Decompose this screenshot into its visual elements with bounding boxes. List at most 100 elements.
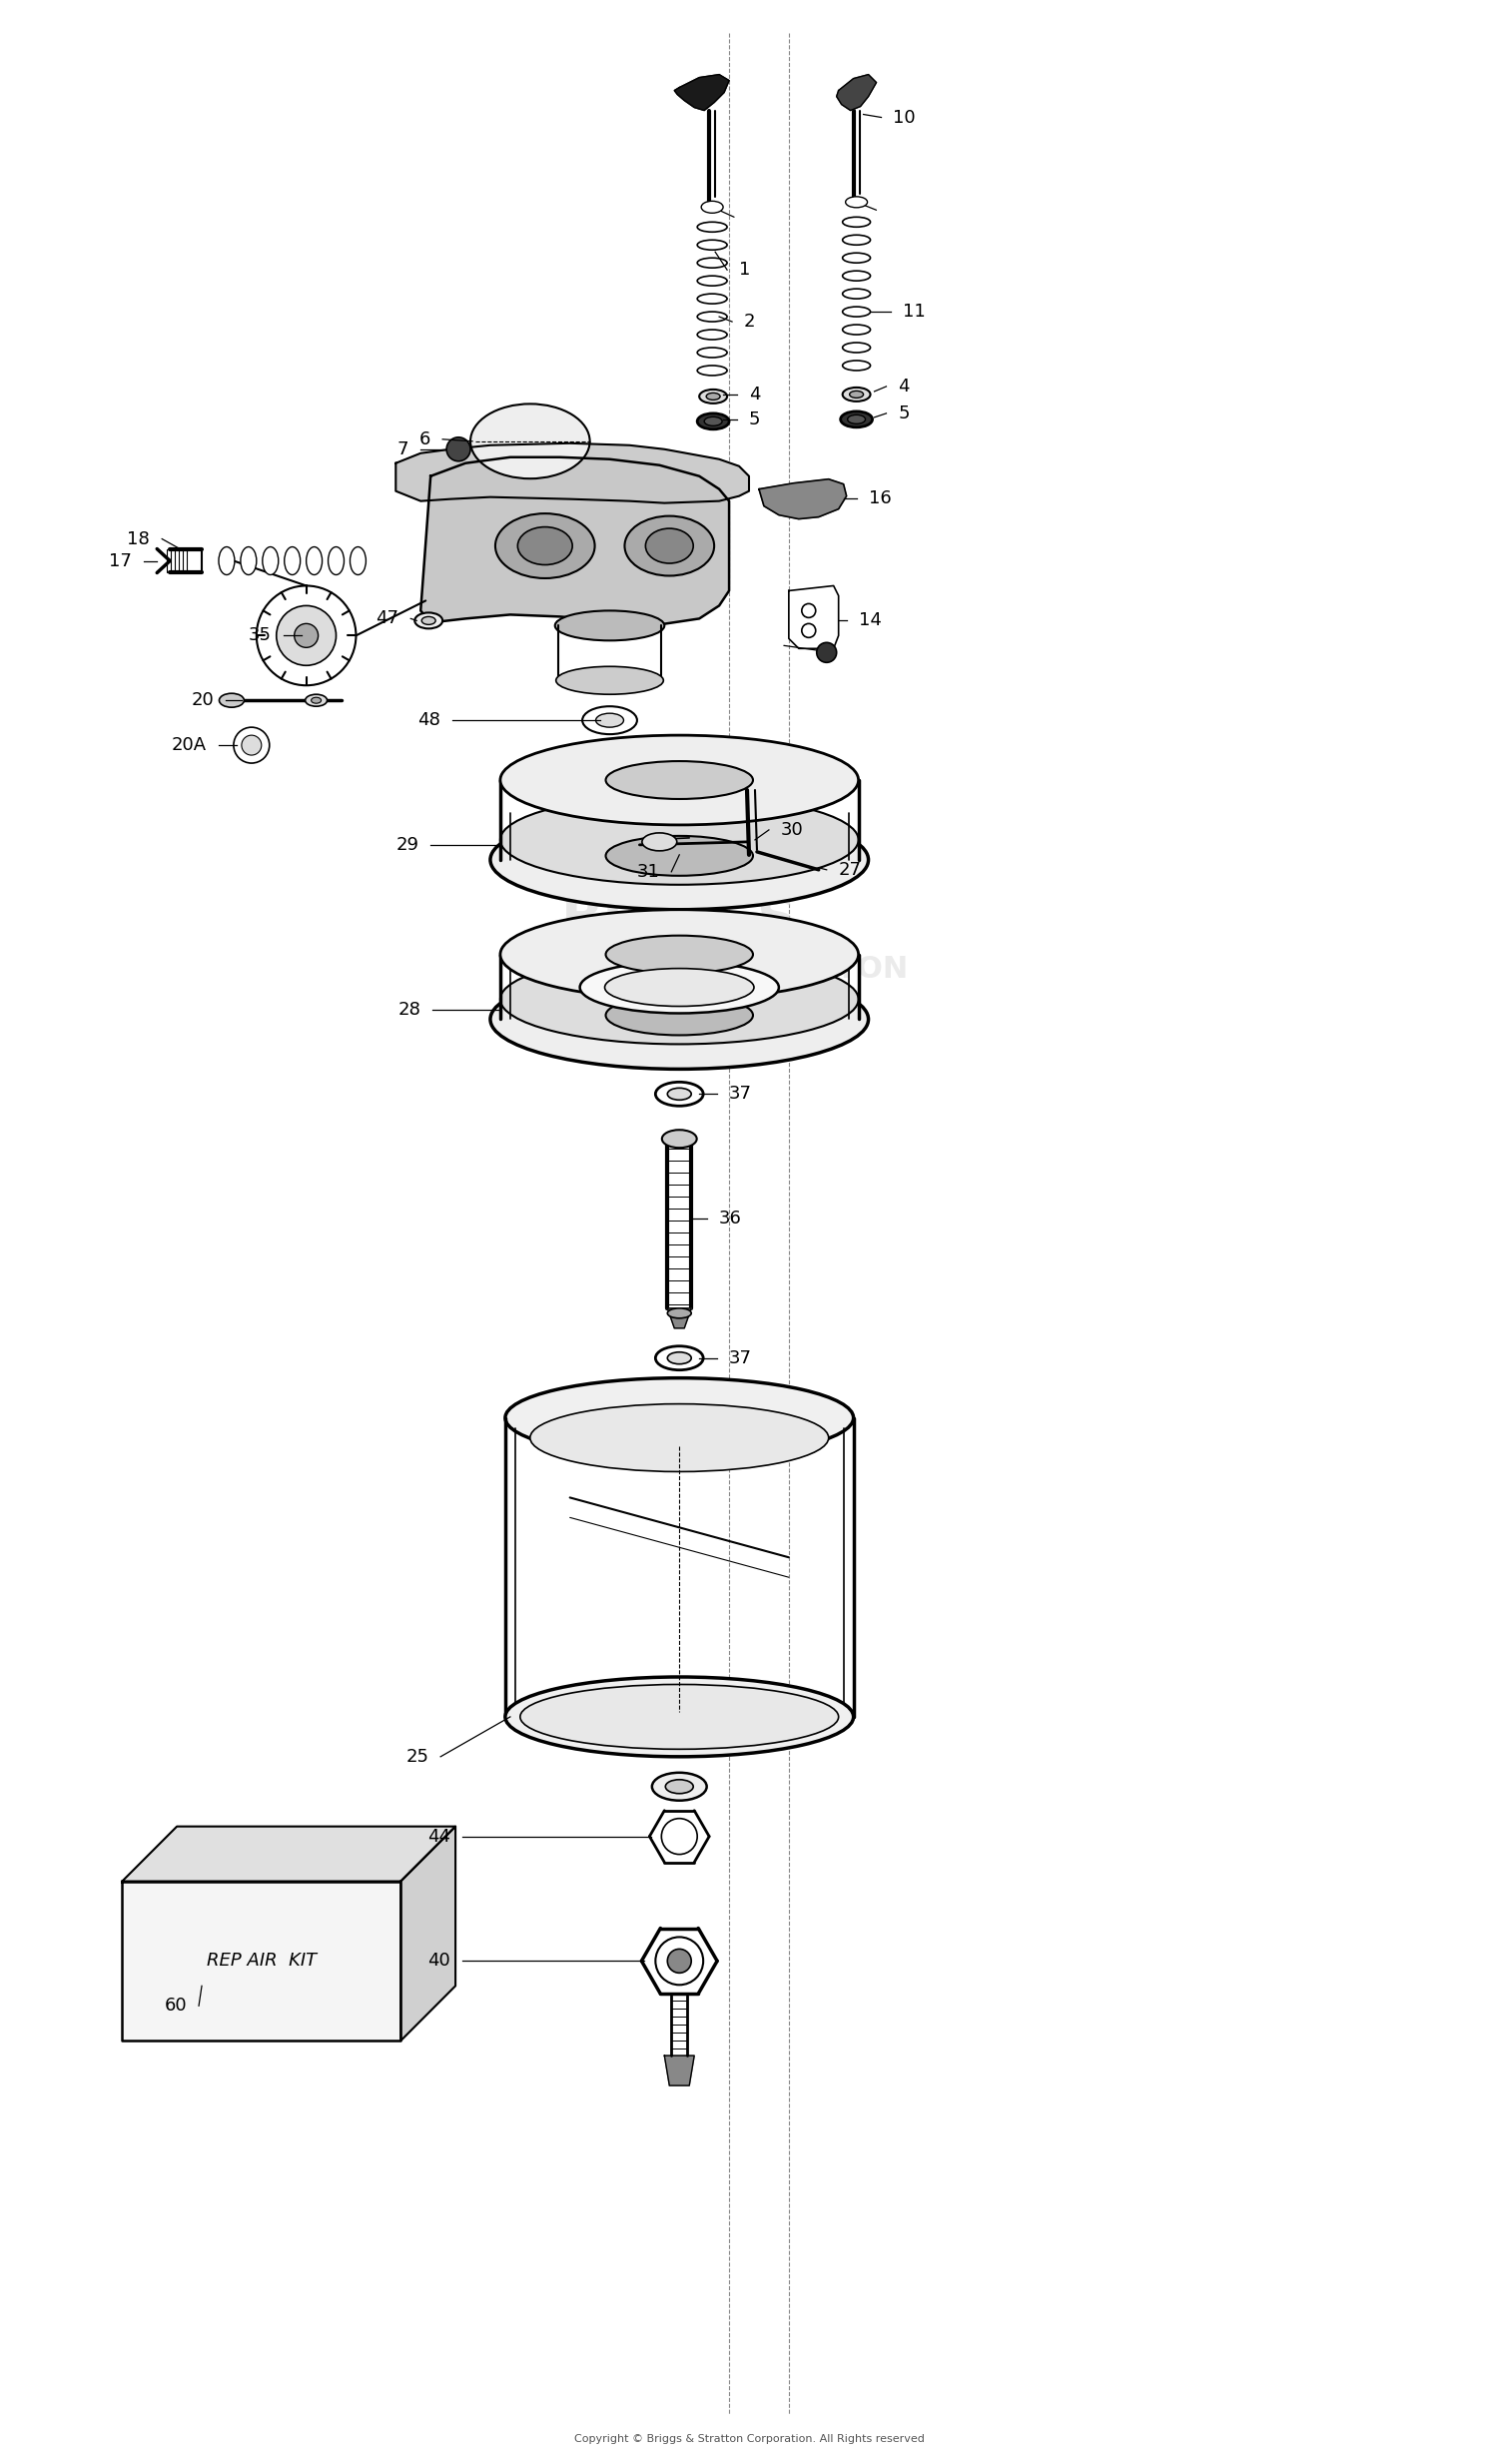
Ellipse shape (554, 611, 665, 641)
Circle shape (294, 623, 318, 648)
Text: 2: 2 (745, 313, 755, 330)
Ellipse shape (706, 392, 721, 399)
Text: 5: 5 (749, 411, 761, 429)
Text: 40: 40 (428, 1951, 451, 1969)
Text: 37: 37 (730, 1350, 752, 1368)
Ellipse shape (490, 811, 869, 909)
Polygon shape (674, 74, 730, 111)
Ellipse shape (500, 734, 858, 825)
Ellipse shape (842, 325, 870, 335)
Text: 35: 35 (249, 626, 271, 646)
Ellipse shape (668, 1353, 691, 1365)
Ellipse shape (697, 313, 727, 323)
Text: 29: 29 (395, 835, 418, 855)
Text: 48: 48 (418, 712, 440, 729)
Ellipse shape (842, 254, 870, 264)
Ellipse shape (415, 614, 442, 628)
Ellipse shape (643, 833, 677, 850)
Ellipse shape (704, 416, 722, 426)
Text: 27: 27 (839, 860, 861, 880)
Ellipse shape (596, 712, 623, 727)
Ellipse shape (219, 692, 244, 707)
Ellipse shape (520, 1685, 839, 1749)
Ellipse shape (306, 547, 322, 574)
Text: 20: 20 (190, 692, 214, 710)
Ellipse shape (500, 954, 858, 1045)
Ellipse shape (518, 527, 572, 564)
Text: Copyright © Briggs & Stratton Corporation. All Rights reserved: Copyright © Briggs & Stratton Corporatio… (574, 2434, 924, 2444)
Text: REP AIR  KIT: REP AIR KIT (207, 1951, 316, 1969)
Polygon shape (668, 1308, 691, 1328)
Ellipse shape (697, 414, 730, 429)
Ellipse shape (625, 515, 715, 577)
Circle shape (446, 436, 470, 461)
Text: 36: 36 (719, 1210, 742, 1227)
Ellipse shape (665, 1779, 694, 1794)
Ellipse shape (241, 547, 256, 574)
Ellipse shape (646, 527, 694, 564)
Ellipse shape (605, 835, 753, 875)
Text: 47: 47 (376, 609, 398, 628)
Ellipse shape (496, 513, 595, 579)
Circle shape (816, 643, 836, 663)
Text: 14: 14 (858, 611, 881, 631)
Ellipse shape (697, 276, 727, 286)
Text: 4: 4 (899, 377, 909, 394)
Ellipse shape (306, 695, 327, 707)
Text: BRIGGS: BRIGGS (562, 892, 797, 946)
Ellipse shape (421, 616, 436, 623)
Ellipse shape (848, 414, 866, 424)
Circle shape (662, 1818, 697, 1855)
Ellipse shape (700, 389, 727, 404)
Ellipse shape (668, 1308, 691, 1318)
Polygon shape (395, 444, 749, 503)
Ellipse shape (328, 547, 345, 574)
Ellipse shape (668, 1089, 691, 1099)
Circle shape (277, 606, 336, 665)
Ellipse shape (697, 347, 727, 357)
Ellipse shape (583, 707, 637, 734)
Ellipse shape (351, 547, 366, 574)
Text: 25: 25 (406, 1747, 428, 1767)
Ellipse shape (697, 239, 727, 249)
Text: 17: 17 (109, 552, 132, 569)
Text: 10: 10 (893, 108, 915, 126)
Circle shape (656, 1937, 703, 1986)
Polygon shape (836, 74, 876, 111)
Ellipse shape (505, 1377, 854, 1459)
Ellipse shape (697, 259, 727, 269)
Ellipse shape (652, 1772, 707, 1801)
Ellipse shape (262, 547, 279, 574)
Ellipse shape (842, 271, 870, 281)
Ellipse shape (530, 1404, 828, 1471)
Ellipse shape (312, 697, 321, 702)
Polygon shape (421, 458, 730, 623)
Ellipse shape (556, 665, 664, 695)
Ellipse shape (219, 547, 235, 574)
Ellipse shape (845, 197, 867, 207)
Ellipse shape (842, 288, 870, 298)
Circle shape (234, 727, 270, 764)
Text: 31: 31 (637, 862, 659, 880)
Ellipse shape (842, 360, 870, 370)
Circle shape (668, 1949, 691, 1974)
Ellipse shape (490, 968, 869, 1069)
Ellipse shape (842, 217, 870, 227)
Ellipse shape (697, 365, 727, 375)
Text: 18: 18 (127, 530, 150, 547)
Text: 37: 37 (730, 1084, 752, 1104)
Circle shape (256, 586, 357, 685)
Ellipse shape (505, 1678, 854, 1757)
Ellipse shape (840, 411, 872, 426)
Ellipse shape (849, 392, 863, 397)
Ellipse shape (605, 995, 753, 1035)
Ellipse shape (656, 1345, 703, 1370)
Ellipse shape (662, 1131, 697, 1148)
Text: 7: 7 (397, 441, 409, 458)
Text: & STRATTON: & STRATTON (689, 956, 908, 983)
Ellipse shape (500, 909, 858, 1000)
Text: 28: 28 (398, 1000, 421, 1018)
Ellipse shape (842, 342, 870, 352)
Ellipse shape (500, 796, 858, 885)
Text: 30: 30 (780, 821, 803, 838)
